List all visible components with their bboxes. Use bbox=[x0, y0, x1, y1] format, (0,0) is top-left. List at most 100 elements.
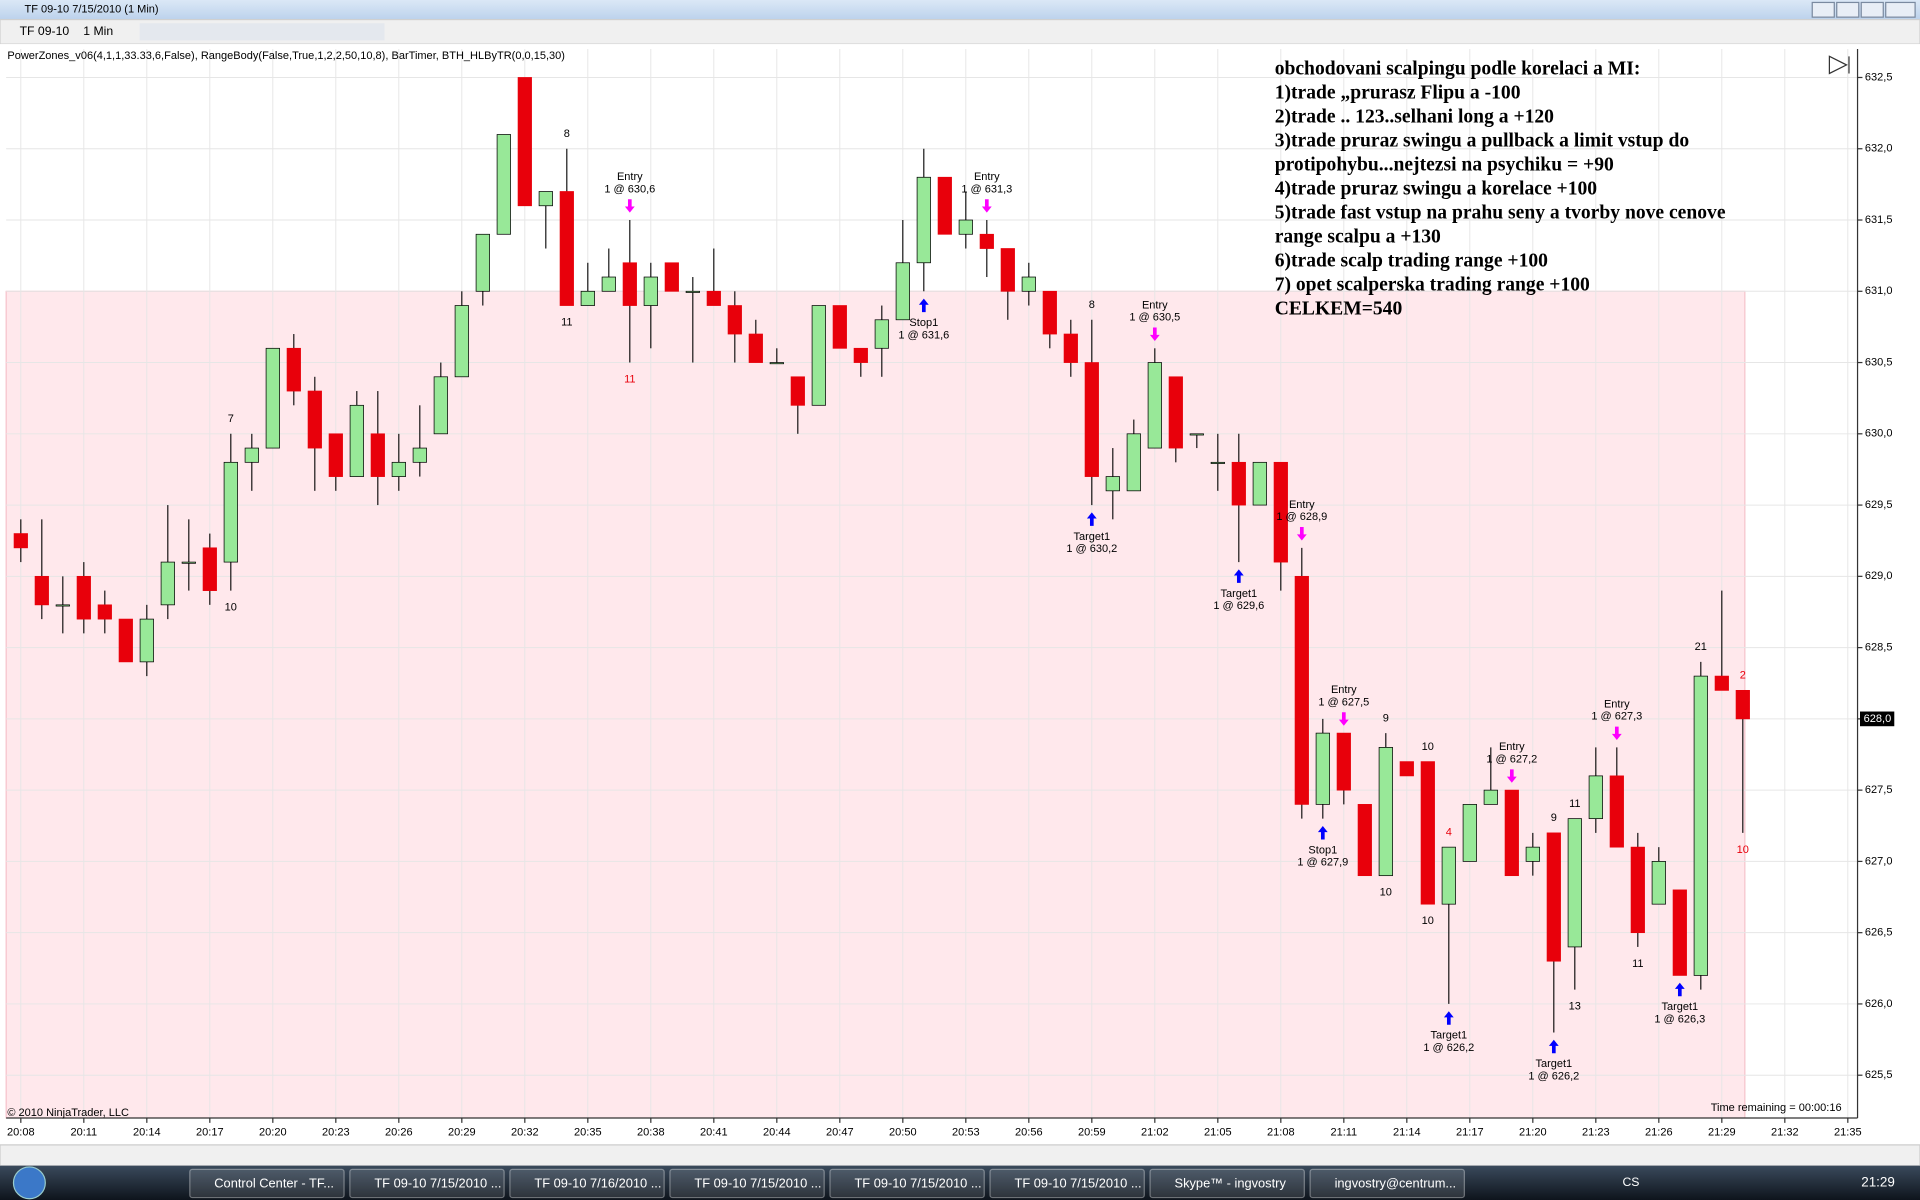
note-line: range scalpu a +130 bbox=[1275, 226, 1441, 247]
y-tick-label: 625,5 bbox=[1865, 1069, 1893, 1081]
candle-body bbox=[1021, 276, 1036, 292]
taskbar-button-label: TF 09-10 7/16/2010 ... bbox=[534, 1175, 661, 1190]
taskbar-button[interactable] bbox=[349, 1168, 505, 1199]
order-text: 1 @ 626,2 bbox=[1423, 1042, 1474, 1054]
taskbar-button-label: Control Center - TF... bbox=[214, 1175, 334, 1190]
copyright: © 2010 NinjaTrader, LLC bbox=[7, 1107, 129, 1119]
restore-button[interactable] bbox=[1836, 1, 1860, 18]
taskbar-button[interactable] bbox=[669, 1168, 825, 1199]
taskbar-button[interactable] bbox=[189, 1168, 345, 1199]
candle-body bbox=[1483, 789, 1498, 805]
toolbar-icons[interactable] bbox=[139, 23, 385, 41]
candle-body bbox=[706, 290, 721, 306]
x-tick-label: 20:50 bbox=[889, 1127, 917, 1139]
clock: 21:29 bbox=[1861, 1174, 1895, 1189]
swing-count: 8 bbox=[1089, 299, 1095, 311]
candle-body bbox=[538, 191, 553, 207]
taskbar-button[interactable] bbox=[829, 1168, 985, 1199]
candle-body bbox=[1420, 761, 1435, 905]
taskbar-button[interactable] bbox=[509, 1168, 665, 1199]
candle-body bbox=[748, 333, 763, 363]
candle-body bbox=[1546, 832, 1561, 962]
entry-arrow bbox=[1296, 527, 1307, 541]
order-label: Stop1 bbox=[909, 317, 938, 329]
start-button[interactable] bbox=[12, 1166, 46, 1200]
candle-body bbox=[1147, 362, 1162, 449]
order-text: 1 @ 630,6 bbox=[604, 183, 655, 195]
candle-body bbox=[874, 319, 889, 349]
x-tick-label: 21:05 bbox=[1204, 1127, 1232, 1139]
interval-selector[interactable]: 1 Min bbox=[83, 24, 113, 38]
taskbar-button-label: TF 09-10 7/15/2010 ... bbox=[854, 1175, 981, 1190]
candle-body bbox=[475, 233, 490, 292]
candle-body bbox=[937, 176, 952, 235]
swing-count: 7 bbox=[228, 413, 234, 425]
close-button[interactable] bbox=[1885, 1, 1916, 18]
note-line: 3)trade pruraz swingu a pullback a limit… bbox=[1275, 130, 1690, 151]
candle-body bbox=[1735, 689, 1750, 720]
y-tick-label: 628,5 bbox=[1865, 642, 1893, 654]
note-line: 5)trade fast vstup na prahu seny a tvorb… bbox=[1275, 202, 1726, 223]
scroll-end-icon[interactable] bbox=[1828, 55, 1850, 75]
candle-body bbox=[916, 176, 931, 264]
candle-body bbox=[1651, 861, 1666, 905]
swing-count: 13 bbox=[1569, 1001, 1581, 1013]
order-text: 1 @ 627,9 bbox=[1297, 857, 1348, 869]
candle-body bbox=[1441, 846, 1456, 905]
x-tick-label: 20:47 bbox=[826, 1127, 854, 1139]
entry-arrow bbox=[624, 199, 635, 213]
candle-body bbox=[643, 276, 658, 306]
candle-body bbox=[265, 347, 280, 449]
plot: 625,5 626,0 626,5 627,0 627,5 628,0 628,5 629,0… bbox=[5, 48, 1895, 1139]
x-tick-label: 20:53 bbox=[952, 1127, 980, 1139]
candle-body bbox=[601, 276, 616, 292]
y-tick-label: 629,0 bbox=[1865, 570, 1893, 582]
swing-count: 9 bbox=[1551, 812, 1557, 824]
x-tick-label: 20:23 bbox=[322, 1127, 350, 1139]
candle-body bbox=[1714, 675, 1729, 691]
x-tick-label: 21:14 bbox=[1393, 1127, 1421, 1139]
entry-arrow bbox=[1149, 327, 1160, 341]
candle-body bbox=[559, 191, 574, 306]
candle-body bbox=[370, 433, 385, 477]
candle-body bbox=[328, 433, 343, 477]
candle-body bbox=[664, 262, 679, 292]
note-line: 6)trade scalp trading range +100 bbox=[1275, 250, 1548, 271]
candle-body bbox=[1693, 675, 1708, 976]
order-label: Target1 bbox=[1535, 1058, 1572, 1070]
candle-body bbox=[517, 77, 532, 207]
candle-body bbox=[1609, 775, 1624, 848]
scrollbar[interactable] bbox=[0, 1144, 1920, 1167]
candle-body bbox=[832, 305, 847, 349]
exit-arrow bbox=[918, 298, 929, 313]
x-tick-label: 20:44 bbox=[763, 1127, 791, 1139]
swing-count: 10 bbox=[1422, 741, 1434, 753]
candle-body bbox=[790, 376, 805, 406]
x-tick-label: 20:08 bbox=[7, 1127, 35, 1139]
exit-arrow bbox=[1674, 982, 1685, 997]
minimize-button[interactable] bbox=[1811, 1, 1835, 18]
order-label: Entry bbox=[1289, 499, 1315, 511]
note-line: protipohybu...nejtezsi na psychiku = +90 bbox=[1275, 154, 1614, 175]
taskbar-button[interactable] bbox=[989, 1168, 1145, 1199]
order-text: 1 @ 626,2 bbox=[1528, 1070, 1579, 1082]
last-price-box bbox=[1860, 711, 1895, 727]
instrument-selector[interactable]: TF 09-10 bbox=[20, 24, 70, 38]
time-remaining: Time remaining = 00:00:16 bbox=[1711, 1102, 1842, 1114]
note-line: 2)trade .. 123..selhani long a +120 bbox=[1275, 106, 1554, 127]
candle-body bbox=[34, 575, 49, 606]
title-bar bbox=[0, 0, 1920, 20]
candle-body bbox=[139, 618, 154, 663]
swing-count: 9 bbox=[1383, 712, 1389, 724]
candle-body bbox=[895, 262, 910, 321]
candle-body bbox=[1063, 333, 1078, 363]
maximize-button[interactable] bbox=[1860, 1, 1884, 18]
candle-body bbox=[1525, 846, 1540, 862]
order-text: 1 @ 629,6 bbox=[1213, 600, 1264, 612]
taskbar-button[interactable] bbox=[1149, 1168, 1305, 1199]
taskbar-button[interactable] bbox=[1309, 1168, 1465, 1199]
x-tick-label: 20:32 bbox=[511, 1127, 539, 1139]
order-label: Entry bbox=[1142, 299, 1168, 311]
